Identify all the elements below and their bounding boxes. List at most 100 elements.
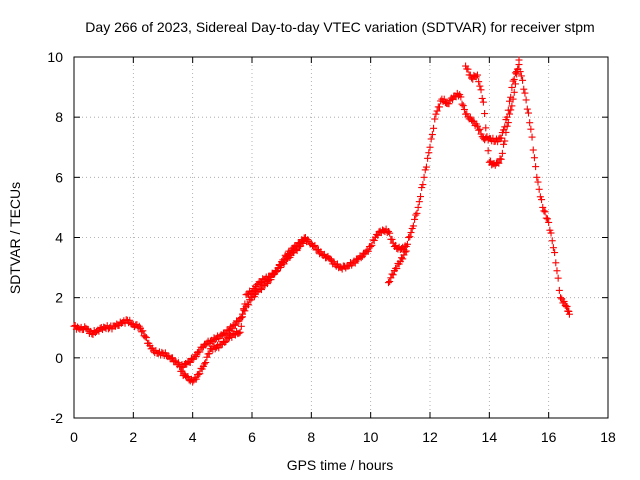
data-marker [494,159,502,167]
data-marker [142,334,150,342]
data-marker [430,124,438,132]
data-marker [435,103,443,111]
data-marker [239,313,247,321]
data-marker [483,133,491,141]
data-marker [555,286,563,294]
data-marker [497,155,505,163]
x-tick-label: 16 [541,429,557,445]
data-marker [286,249,294,257]
data-marker [196,348,204,356]
data-marker [426,143,434,151]
data-marker [506,110,514,118]
data-marker [357,254,365,262]
data-marker [464,65,472,73]
data-marker [431,115,439,123]
chart-title: Day 266 of 2023, Sidereal Day-to-day VTE… [85,19,594,35]
data-marker [257,286,265,294]
data-marker [363,246,371,254]
data-marker [498,149,506,157]
data-marker [547,229,555,237]
data-marker [545,218,553,226]
data-marker [276,261,284,269]
data-marker [475,78,483,86]
data-marker [403,240,411,248]
data-marker [384,227,392,235]
y-tick-label: 10 [47,49,63,65]
y-axis-label: SDTVAR / TECUs [7,182,23,294]
data-marker [192,353,200,361]
x-tick-label: 14 [482,429,498,445]
data-marker [326,255,334,263]
data-marker [386,278,394,286]
data-marker [203,353,211,361]
data-marker [411,215,419,223]
data-marker [174,359,182,367]
data-marker [236,328,244,336]
data-marker [247,289,255,297]
data-marker [533,173,541,181]
data-marker [539,203,547,211]
data-marker [534,178,542,186]
data-marker [364,247,372,255]
x-tick-label: 18 [600,429,616,445]
data-marker [138,328,146,336]
data-marker [449,95,457,103]
data-marker [517,72,525,80]
data-marker [521,89,529,97]
data-marker [422,163,430,171]
data-marker [508,83,516,91]
data-marker [311,241,319,249]
data-marker [459,102,467,110]
data-marker [501,137,509,145]
data-marker [526,119,534,127]
data-marker [405,234,413,242]
data-marker [506,97,514,105]
data-marker [126,316,134,324]
data-marker [500,140,508,148]
data-marker [523,105,531,113]
data-marker [529,146,537,154]
data-marker [295,240,303,248]
data-marker [189,355,197,363]
data-marker [520,85,528,93]
data-marker [392,241,400,249]
axis-ticks: 0 2 4 6 8 10 12 14 16 18 -2 0 2 4 6 8 10 [47,49,616,445]
data-marker [541,208,549,216]
data-marker [171,357,179,365]
data-marker [458,100,466,108]
data-marker [548,237,556,245]
data-marker [543,215,551,223]
data-marker [513,70,521,78]
data-marker [528,133,536,141]
data-marker [524,109,532,117]
data-marker [230,321,238,329]
data-marker [477,86,485,94]
data-marker [273,267,281,275]
data-marker [195,370,203,378]
data-marker [504,119,512,127]
data-marker [551,249,559,257]
data-marker [393,265,401,273]
data-marker [532,163,540,171]
data-marker [466,113,474,121]
data-marker [417,193,425,201]
y-tick-label: -2 [51,410,64,426]
y-tick-label: 0 [55,350,63,366]
data-marker [476,82,484,90]
x-tick-label: 6 [248,429,256,445]
data-marker [386,229,394,237]
data-marker [475,126,483,134]
data-marker [139,327,147,335]
data-marker [412,211,420,219]
x-tick-label: 2 [129,429,137,445]
data-marker [507,106,515,114]
data-marker [549,244,557,252]
data-marker [476,125,484,133]
data-marker [299,238,307,246]
x-axis-label: GPS time / hours [287,457,394,473]
data-marker [542,214,550,222]
data-marker [481,110,489,118]
data-marker [497,134,505,142]
data-marker [420,173,428,181]
